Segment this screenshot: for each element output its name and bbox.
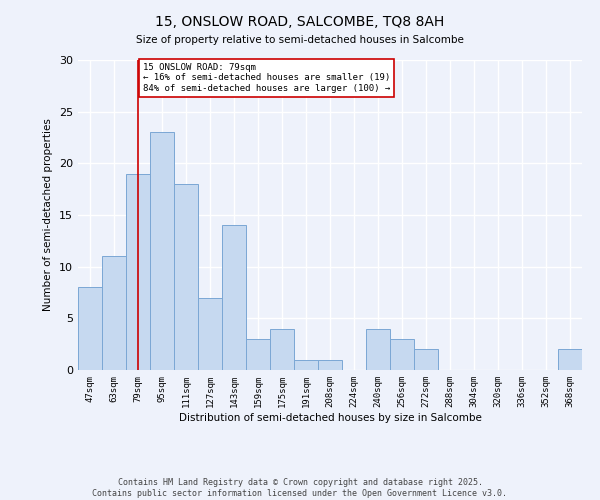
Y-axis label: Number of semi-detached properties: Number of semi-detached properties (43, 118, 53, 312)
Bar (102, 256, 126, 370)
Text: 15 ONSLOW ROAD: 79sqm
← 16% of semi-detached houses are smaller (19)
84% of semi: 15 ONSLOW ROAD: 79sqm ← 16% of semi-deta… (143, 63, 390, 93)
Bar (318, 360, 342, 370)
Bar (414, 350, 438, 370)
Bar (246, 339, 270, 370)
Bar (222, 226, 246, 370)
Bar (390, 339, 414, 370)
Bar (198, 298, 222, 370)
Bar (366, 328, 390, 370)
Bar (126, 174, 150, 370)
Bar (294, 360, 318, 370)
Bar (78, 288, 102, 370)
Bar (150, 132, 174, 370)
Text: 15, ONSLOW ROAD, SALCOMBE, TQ8 8AH: 15, ONSLOW ROAD, SALCOMBE, TQ8 8AH (155, 15, 445, 29)
X-axis label: Distribution of semi-detached houses by size in Salcombe: Distribution of semi-detached houses by … (179, 412, 481, 422)
Bar (558, 350, 582, 370)
Text: Size of property relative to semi-detached houses in Salcombe: Size of property relative to semi-detach… (136, 35, 464, 45)
Bar (174, 184, 198, 370)
Text: Contains HM Land Registry data © Crown copyright and database right 2025.
Contai: Contains HM Land Registry data © Crown c… (92, 478, 508, 498)
Bar (270, 328, 294, 370)
